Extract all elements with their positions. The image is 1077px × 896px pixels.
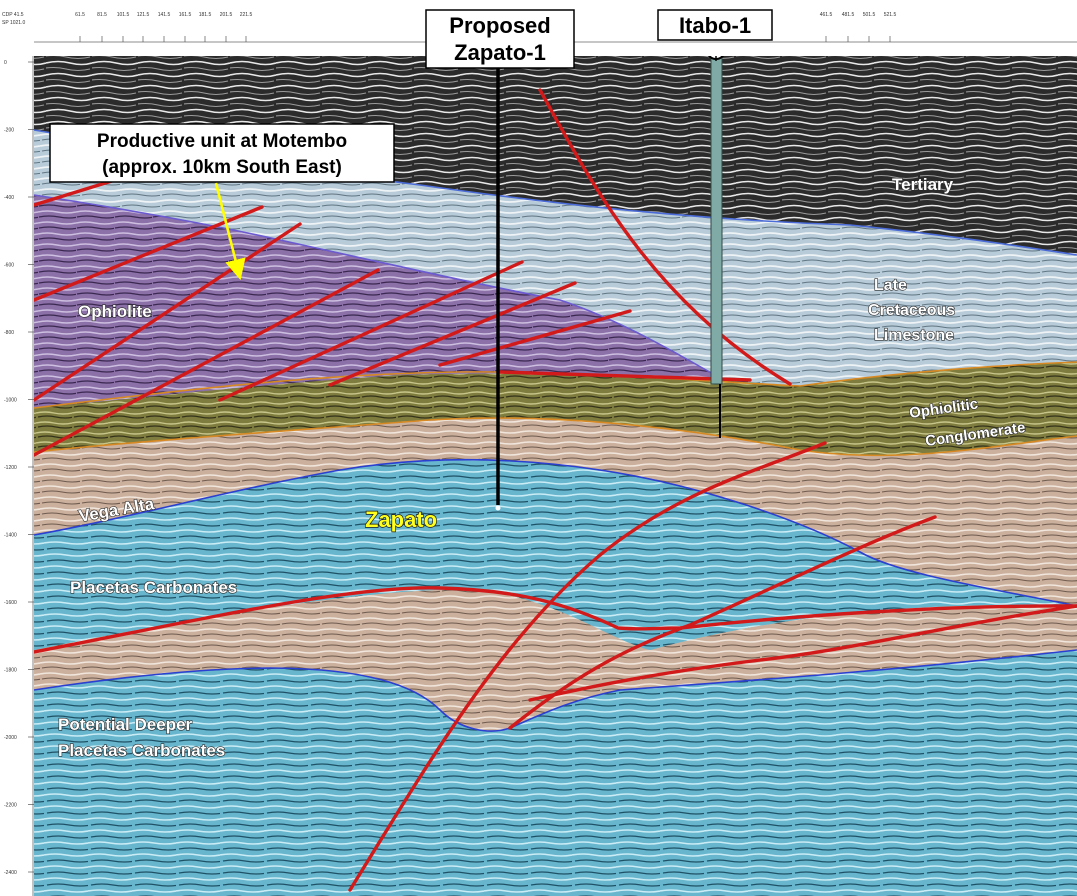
label-placetas: Placetas Carbonates [70, 578, 237, 597]
top-tick-label: 481.5 [842, 12, 855, 18]
proposed-line-2: Zapato-1 [454, 40, 546, 65]
depth-tick-label: 0 [4, 60, 7, 66]
callout-line-2: (approx. 10km South East) [102, 157, 342, 178]
label-deeper-2: Placetas Carbonates [58, 741, 225, 760]
top-tick-label: 121.5 [137, 12, 150, 18]
depth-tick-label: -1000 [4, 398, 17, 404]
label-late-1: Late [874, 277, 907, 294]
unit-tertiary [34, 56, 1077, 255]
depth-tick-label: -1600 [4, 600, 17, 606]
depth-tick-label: -1400 [4, 533, 17, 539]
label-late-2: Cretaceous [868, 302, 955, 319]
label-tertiary: Tertiary [892, 175, 954, 194]
label-deeper-1: Potential Deeper [58, 715, 193, 734]
callout-productive-unit: Productive unit at Motembo (approx. 10km… [49, 123, 395, 281]
label-late-3: Limestone [874, 327, 954, 344]
label-itabo-1: Itabo-1 [657, 9, 773, 41]
top-tick-label: 221.5 [240, 12, 253, 18]
itabo-label: Itabo-1 [679, 13, 751, 38]
header-sp: SP 1021.0 [2, 20, 25, 26]
depth-axis: 0 -200 -400 -600 -800 -1000 -1200 -1400 -1600 -18… [4, 56, 34, 896]
well-itabo-1 [708, 56, 724, 438]
label-proposed-zapato-1: Proposed Zapato-1 [425, 9, 575, 69]
top-tick-label: 141.5 [158, 12, 171, 18]
top-tick-label: 101.5 [117, 12, 130, 18]
depth-tick-label: -1200 [4, 465, 17, 471]
unit-lower-tan-band [34, 589, 1077, 731]
top-tick-label: 461.5 [820, 12, 833, 18]
faults [34, 88, 1077, 892]
depth-tick-label: -1800 [4, 668, 17, 674]
top-tick-label: 521.5 [884, 12, 897, 18]
top-tick-label: 501.5 [863, 12, 876, 18]
unit-ophiolitic-conglomerate [34, 362, 1077, 456]
header-cdp: CDP 41.5 [2, 12, 24, 18]
unit-vega-alta [34, 418, 1077, 606]
depth-tick-label: -600 [4, 263, 14, 269]
callout-line-1: Productive unit at Motembo [97, 131, 347, 152]
depth-tick-label: -800 [4, 330, 14, 336]
well-proposed-zapato-1 [495, 62, 501, 511]
depth-tick-label: -400 [4, 195, 14, 201]
top-tick-label: 161.5 [179, 12, 192, 18]
depth-tick-label: -200 [4, 128, 14, 134]
top-tick-label: 81.5 [97, 12, 107, 18]
callout-arrow [214, 182, 246, 281]
top-tick-label: 181.5 [199, 12, 212, 18]
depth-tick-label: -2000 [4, 735, 17, 741]
label-ophiolite: Ophiolite [78, 302, 152, 321]
top-tick-label: 201.5 [220, 12, 233, 18]
depth-tick-label: -2400 [4, 870, 17, 876]
label-zapato: Zapato [365, 507, 437, 532]
unit-ophiolite [34, 195, 720, 408]
depth-tick-label: -2200 [4, 803, 17, 809]
top-tick-label: 61.5 [75, 12, 85, 18]
unit-late-cretaceous-limestone [34, 130, 1077, 386]
proposed-line-1: Proposed [449, 13, 550, 38]
